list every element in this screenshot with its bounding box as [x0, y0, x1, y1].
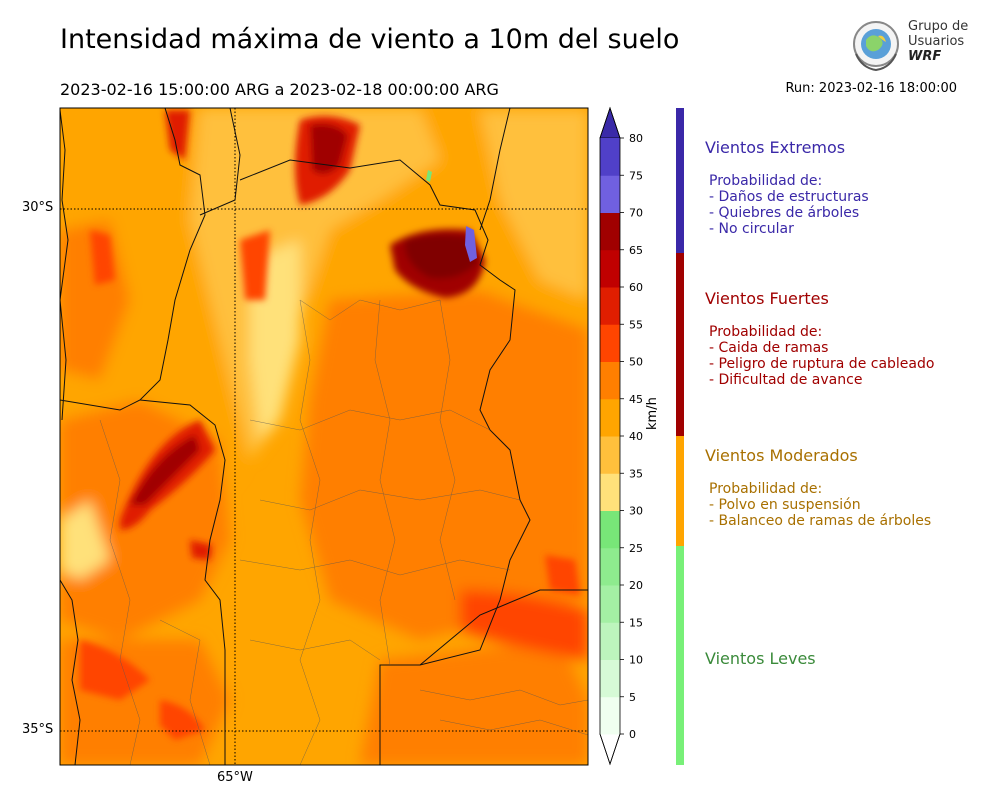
colorbar-swatch — [600, 659, 620, 698]
colorbar-tick-label: 30 — [629, 505, 643, 518]
colorbar-swatch — [600, 547, 620, 586]
category-item: - Polvo en suspensión — [709, 497, 861, 513]
colorbar-swatch — [600, 622, 620, 660]
run-time: Run: 2023-02-16 18:00:00 — [785, 81, 957, 96]
colorbar-tick-label: 0 — [629, 728, 636, 741]
colorbar-tick-label: 5 — [629, 691, 636, 704]
lat-label-35s: 35°S — [22, 722, 54, 737]
category-item: - No circular — [709, 221, 794, 237]
category-title: Vientos Fuertes — [705, 289, 829, 308]
category-title: Vientos Moderados — [705, 446, 858, 465]
colorbar-tick-label: 80 — [629, 132, 643, 145]
colorbar-tick-label: 70 — [629, 207, 643, 220]
category-item: - Daños de estructuras — [709, 189, 869, 205]
colorbar-swatch — [600, 287, 620, 325]
colorbar-swatch — [600, 212, 620, 251]
category-item: - Caida de ramas — [709, 340, 829, 356]
lat-label-30s: 30°S — [22, 200, 54, 215]
category-item: - Balanceo de ramas de árboles — [709, 513, 932, 529]
category-light: Vientos Leves — [705, 649, 816, 668]
wind-field — [60, 108, 588, 765]
colorbar-tick-label: 20 — [629, 579, 643, 592]
colorbar-swatch — [600, 585, 620, 623]
colorbar-tick-label: 10 — [629, 654, 643, 667]
extreme-wind-patch — [465, 226, 477, 262]
lon-label-65w: 65°W — [217, 770, 253, 785]
colorbar-swatch — [600, 696, 620, 735]
category-intro: Probabilidad de: — [709, 481, 823, 497]
colorbar-tick-label: 60 — [629, 281, 643, 294]
logo-text-line3: WRF — [908, 49, 942, 64]
category-moderate: Vientos Moderados Probabilidad de: - Pol… — [705, 446, 931, 529]
colorbar-units: km/h — [645, 397, 660, 430]
category-intro: Probabilidad de: — [709, 173, 823, 189]
category-bar — [676, 108, 684, 765]
category-title: Vientos Extremos — [705, 138, 846, 157]
department-boundaries — [99, 299, 588, 765]
category-item: - Dificultad de avance — [709, 372, 863, 388]
logo-text-line1: Grupo de — [908, 19, 969, 34]
category-bar-moderate — [676, 436, 684, 546]
colorbar-swatch — [600, 510, 620, 549]
colorbar-swatch — [600, 398, 620, 437]
category-bar-extreme — [676, 108, 684, 253]
colorbar-swatch — [600, 361, 620, 400]
colorbar-tick-label: 45 — [629, 393, 643, 406]
category-item: - Quiebres de árboles — [709, 205, 860, 221]
map-frame — [59, 107, 589, 766]
category-extreme: Vientos Extremos Probabilidad de: - Daño… — [705, 138, 869, 237]
colorbar-swatch — [600, 473, 620, 511]
category-title: Vientos Leves — [705, 649, 816, 668]
colorbar-arrow-high — [599, 106, 621, 139]
colorbar-arrow-low — [599, 733, 621, 766]
globe-emblem-icon — [853, 21, 899, 72]
colorbar-swatch — [600, 138, 620, 176]
colorbar: 0 5 10 15 20 25 30 35 40 45 50 55 60 65 70 75 80 — [599, 106, 643, 766]
colorbar-tick-label: 55 — [629, 318, 643, 331]
category-intro: Probabilidad de: — [709, 324, 823, 340]
colorbar-swatch — [600, 175, 620, 213]
graticule — [60, 108, 588, 765]
colorbar-tick-label: 25 — [629, 542, 643, 555]
category-item: - Peligro de ruptura de cableado — [709, 356, 935, 372]
logo-text-line2: Usuarios — [908, 34, 965, 49]
category-bar-strong — [676, 253, 684, 436]
wrf-logo: Grupo de Usuarios WRF — [848, 18, 968, 74]
colorbar-tick-label: 15 — [629, 616, 643, 629]
category-bar-light — [676, 546, 684, 765]
colorbar-swatch — [600, 249, 620, 288]
colorbar-tick-label: 75 — [629, 169, 643, 182]
province-boundaries — [60, 108, 588, 765]
colorbar-tick-label: 40 — [629, 430, 643, 443]
category-strong: Vientos Fuertes Probabilidad de: - Caida… — [705, 289, 934, 388]
forecast-period: 2023-02-16 15:00:00 ARG a 2023-02-18 00:… — [60, 80, 499, 99]
colorbar-tick-label: 65 — [629, 244, 643, 257]
colorbar-tick-label: 35 — [629, 467, 643, 480]
colorbar-swatch — [600, 324, 620, 362]
map-title: Intensidad máxima de viento a 10m del su… — [60, 24, 680, 55]
colorbar-swatch — [600, 436, 620, 474]
colorbar-tick-label: 50 — [629, 356, 643, 369]
